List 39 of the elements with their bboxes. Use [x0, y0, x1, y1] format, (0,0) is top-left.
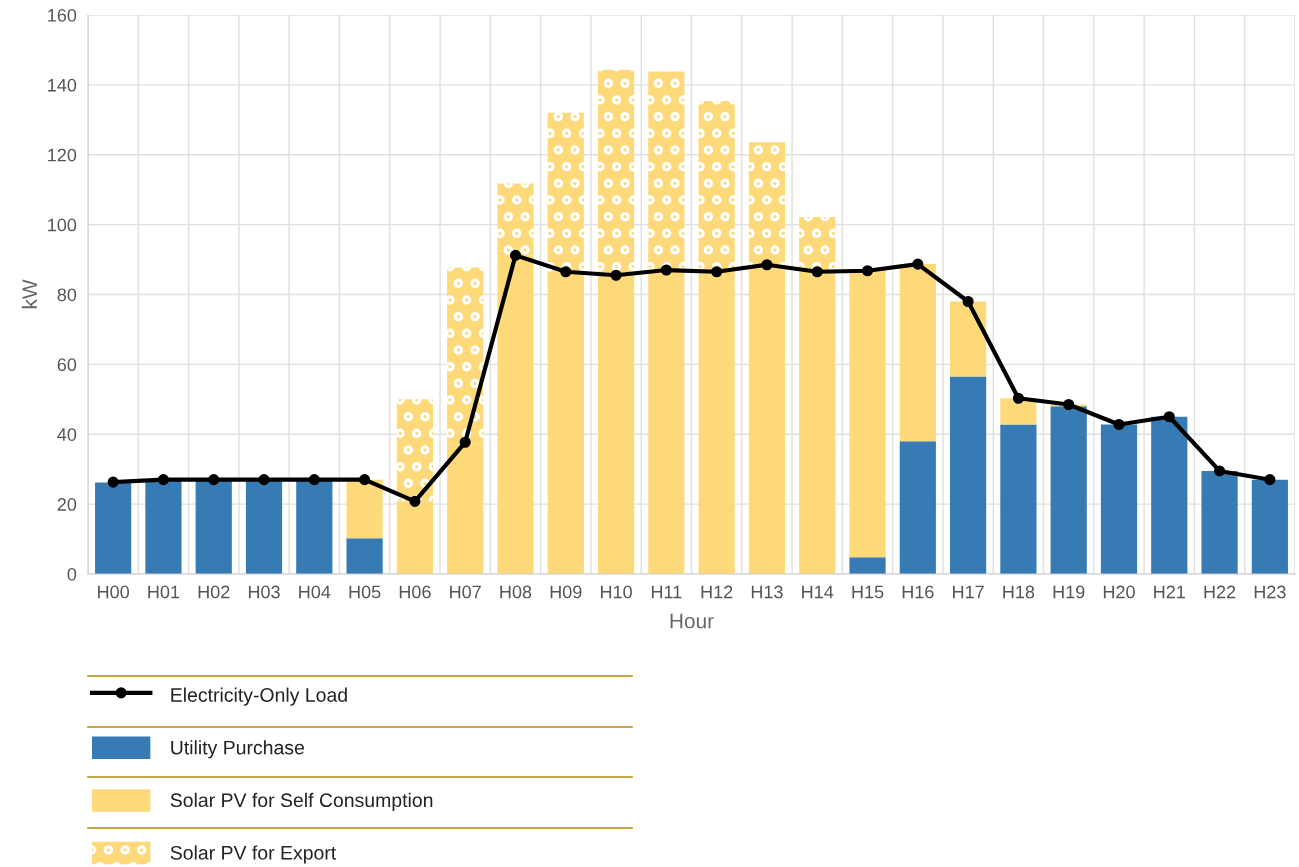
x-tick-label: H15	[852, 585, 884, 599]
x-tick-label: H22	[1204, 585, 1236, 599]
x-tick-label: H05	[349, 585, 381, 599]
x-tick-label: H21	[1154, 585, 1185, 599]
x-tick-label: H09	[550, 585, 582, 599]
x-tick-label: H08	[500, 585, 532, 599]
x-tick-label: H16	[902, 585, 934, 599]
y-tick-label: 120	[48, 148, 77, 162]
y-tick-label: 60	[57, 358, 77, 372]
x-tick-label: H03	[248, 585, 280, 599]
x-axis-title: Hour	[670, 613, 714, 629]
x-tick-label: H23	[1254, 585, 1286, 599]
x-tick-label: H14	[802, 585, 834, 599]
x-tick-label: H11	[651, 585, 682, 599]
y-axis-title: kW	[21, 279, 37, 309]
legend-label: Utility Purchase	[171, 740, 304, 759]
x-tick-label: H02	[198, 585, 230, 599]
x-tick-label: H07	[450, 585, 481, 599]
x-tick-label: H06	[399, 585, 431, 599]
x-tick-label: H00	[98, 585, 129, 599]
y-tick-label: 80	[57, 288, 77, 302]
y-tick-label: 40	[57, 428, 77, 441]
y-tick-label: 160	[48, 8, 77, 22]
legend-label: Solar PV for Export	[170, 845, 337, 864]
y-tick-label: 0	[67, 567, 77, 581]
x-tick-label: H17	[953, 585, 984, 599]
x-tick-label: H18	[1003, 585, 1035, 599]
x-tick-label: H19	[1053, 585, 1085, 599]
x-tick-label: H13	[751, 585, 783, 599]
legend-label: Solar PV for Self Consumption	[170, 792, 433, 811]
x-tick-label: H10	[600, 585, 632, 599]
x-tick-label: H01	[148, 585, 180, 599]
x-tick-label: H12	[701, 585, 733, 599]
y-tick-label: 140	[48, 78, 77, 92]
x-tick-label: H20	[1103, 585, 1135, 599]
y-tick-label: 20	[57, 498, 77, 511]
legend-label: Electricity-Only Load	[171, 687, 347, 706]
y-tick-label: 100	[48, 218, 77, 232]
x-tick-label: H04	[299, 585, 331, 599]
